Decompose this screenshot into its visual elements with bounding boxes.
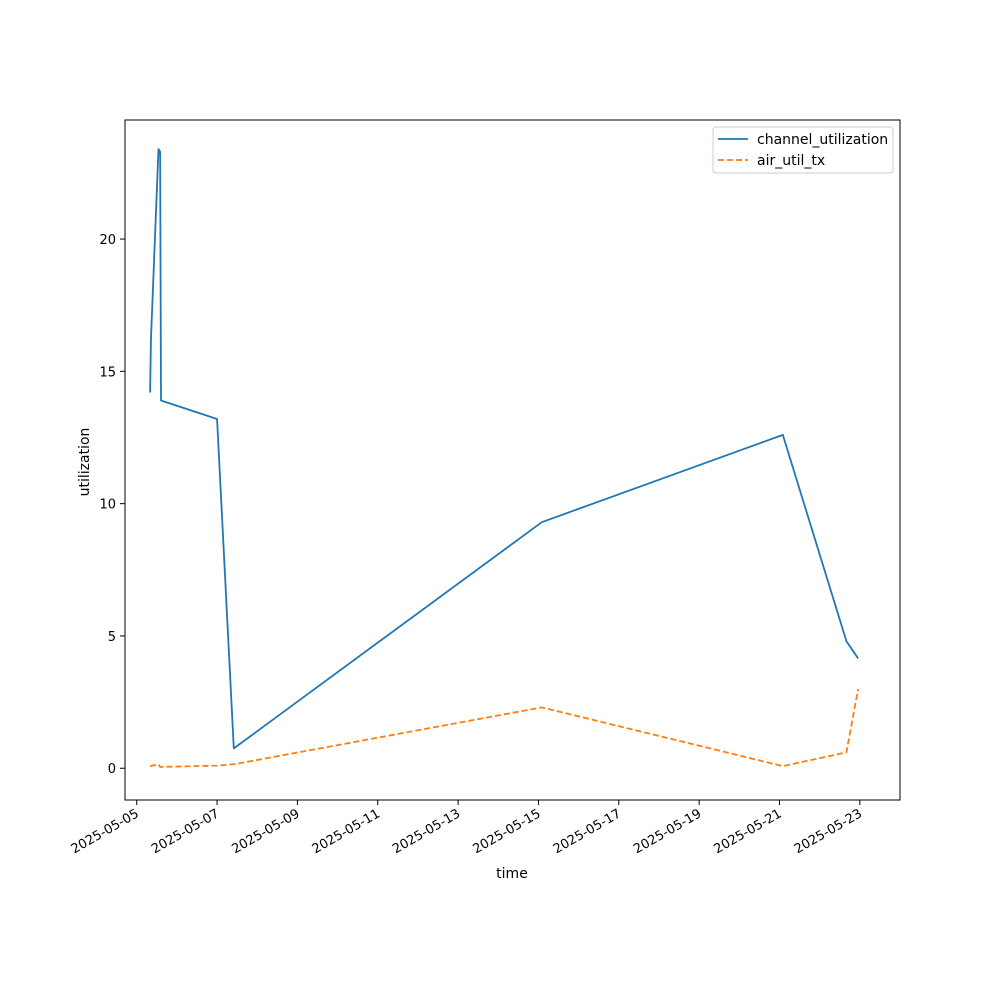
y-tick-label: 5 [108,630,116,645]
legend: channel_utilization air_util_tx [712,126,894,174]
series-layer [149,148,860,768]
y-tick-label: 20 [99,233,116,248]
x-axis-label: time [496,866,528,882]
plot-frame [124,119,901,801]
y-tick-label: 15 [99,365,116,380]
legend-box [712,126,894,174]
y-axis-label: utilization [77,428,93,497]
y-tick-label: 0 [108,762,116,777]
y-tick-label: 10 [99,498,116,513]
legend-label: channel_utilization [757,132,888,148]
series-line-air-util-tx [149,688,860,768]
legend-label: air_util_tx [757,153,825,169]
y-axis: 0 5 10 15 20 [99,233,125,777]
series-line-channel-utilization [149,148,859,750]
